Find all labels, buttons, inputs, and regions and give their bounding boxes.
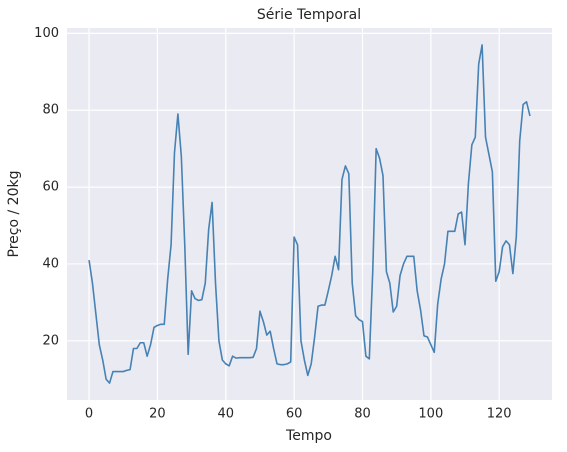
x-tick-label: 120: [487, 407, 512, 422]
chart-title: Série Temporal: [257, 7, 361, 23]
x-tick-label: 60: [286, 407, 303, 422]
y-tick-label: 60: [42, 180, 59, 195]
y-tick-label: 20: [42, 333, 59, 348]
x-tick-label: 0: [85, 407, 93, 422]
x-axis-label: Tempo: [285, 428, 332, 444]
x-tick-label: 20: [149, 407, 166, 422]
x-tick-label: 40: [217, 407, 234, 422]
x-tick-label: 80: [354, 407, 371, 422]
y-tick-label: 80: [42, 103, 59, 118]
x-tick-label: 100: [418, 407, 443, 422]
y-tick-label: 40: [42, 256, 59, 271]
y-axis-label: Preço / 20kg: [6, 171, 22, 258]
data-line: [88, 44, 531, 384]
y-tick-label: 100: [34, 26, 59, 41]
plot-background: [67, 28, 552, 400]
